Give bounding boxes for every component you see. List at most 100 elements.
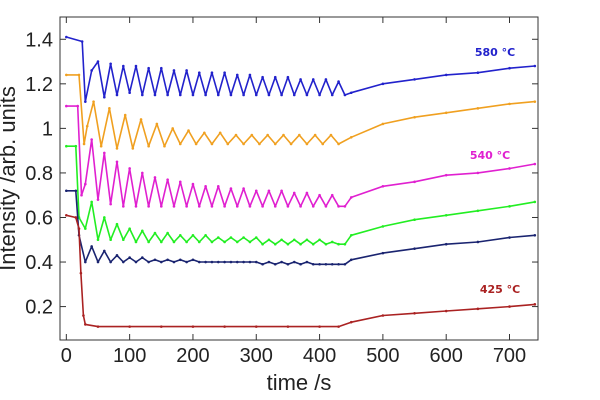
x-tick-label: 100	[113, 345, 146, 367]
data-point	[229, 187, 233, 190]
data-point	[234, 133, 238, 137]
data-point	[166, 231, 169, 235]
data-point	[343, 205, 347, 208]
data-point	[349, 234, 353, 237]
data-point	[242, 93, 245, 97]
data-point	[444, 173, 448, 177]
data-point	[155, 122, 159, 126]
data-point	[229, 260, 233, 264]
data-point	[330, 262, 334, 266]
data-point	[163, 144, 166, 148]
data-point	[330, 193, 334, 197]
data-point	[147, 144, 150, 148]
data-point	[74, 216, 78, 219]
series-4	[65, 189, 537, 266]
data-point	[123, 113, 127, 117]
data-point	[197, 240, 201, 244]
data-point	[141, 171, 144, 175]
data-point	[96, 260, 100, 264]
y-tick-label: 1.4	[25, 29, 53, 51]
data-point	[254, 236, 258, 239]
data-point	[533, 234, 537, 237]
data-point	[242, 187, 245, 190]
data-point	[533, 100, 537, 103]
data-point	[103, 95, 106, 99]
data-point	[413, 180, 416, 184]
data-point	[318, 325, 321, 328]
data-point	[273, 205, 277, 208]
data-point	[216, 93, 220, 97]
data-point	[153, 258, 157, 262]
x-tick-label: 500	[366, 345, 399, 367]
y-tick-label: 0.6	[25, 207, 53, 229]
data-point	[134, 260, 138, 264]
data-point	[115, 160, 119, 164]
data-point	[250, 133, 254, 137]
data-point	[128, 167, 131, 170]
data-point	[204, 234, 207, 237]
data-point	[280, 93, 283, 97]
data-point	[216, 260, 220, 264]
data-point	[508, 167, 511, 170]
data-point	[141, 256, 144, 259]
data-point	[191, 234, 195, 237]
data-point	[476, 171, 480, 175]
data-point	[185, 240, 188, 244]
data-point	[210, 240, 214, 244]
series-label: 425 °C	[480, 283, 520, 296]
data-point	[282, 133, 285, 137]
series-label: 580 °C	[475, 46, 515, 59]
data-point	[273, 75, 277, 79]
data-point	[305, 238, 309, 242]
data-point	[298, 133, 301, 137]
data-point	[178, 93, 182, 97]
series-line	[66, 74, 535, 150]
y-tick-label: 1	[42, 118, 53, 140]
data-point	[476, 240, 480, 244]
data-point	[185, 260, 188, 264]
data-point	[286, 325, 290, 328]
x-axis-title: time /s	[267, 370, 332, 395]
data-point	[134, 205, 138, 208]
data-point	[147, 240, 150, 244]
data-point	[381, 314, 385, 317]
data-point	[65, 189, 68, 193]
data-point	[318, 193, 321, 197]
data-point	[108, 107, 111, 110]
data-point	[96, 60, 100, 63]
data-point	[413, 247, 416, 250]
x-tick-label: 700	[493, 345, 526, 367]
data-point	[159, 66, 163, 70]
y-tick-label: 0.8	[25, 163, 53, 185]
data-point	[476, 71, 480, 74]
data-point	[82, 142, 86, 146]
data-point	[65, 35, 68, 39]
data-point	[273, 242, 277, 246]
data-point	[299, 78, 302, 81]
data-point	[267, 189, 271, 193]
data-point	[248, 73, 252, 77]
data-point	[210, 205, 214, 208]
data-point	[84, 182, 87, 186]
data-point	[131, 147, 135, 150]
data-point	[305, 260, 309, 264]
data-point	[210, 142, 214, 146]
data-point	[476, 107, 480, 110]
data-point	[223, 260, 226, 264]
x-tick-label: 0	[61, 345, 72, 367]
data-point	[99, 144, 103, 148]
data-point	[191, 93, 195, 97]
data-point	[141, 229, 144, 233]
data-point	[324, 262, 328, 266]
plot-area	[59, 16, 539, 341]
data-point	[197, 260, 201, 264]
data-point	[191, 258, 195, 262]
data-point	[337, 80, 340, 83]
data-point	[166, 93, 169, 97]
data-point	[103, 216, 106, 219]
data-point	[96, 325, 100, 328]
data-point	[349, 258, 353, 262]
data-point	[90, 138, 93, 141]
data-point	[122, 238, 125, 242]
data-point	[197, 205, 201, 208]
